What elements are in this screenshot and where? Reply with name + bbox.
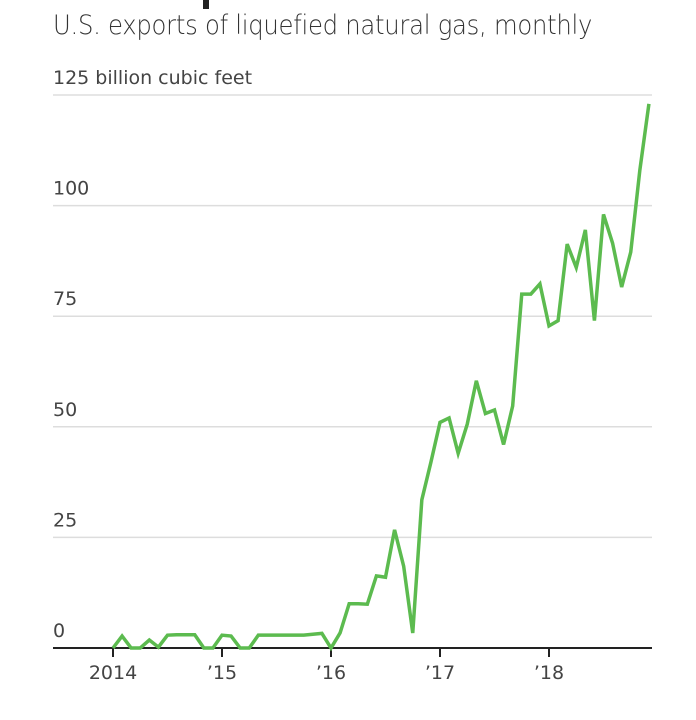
title-fragment bbox=[203, 0, 209, 9]
x-tick-label: ’17 bbox=[425, 662, 455, 684]
y-tick-label: 100 bbox=[53, 178, 89, 200]
y-tick-label: 25 bbox=[53, 509, 77, 531]
y-tick-label: 0 bbox=[53, 620, 65, 642]
x-tick-label: ’18 bbox=[534, 662, 564, 684]
chart-subtitle: U.S. exports of liquefied natural gas, m… bbox=[53, 10, 593, 41]
y-tick-label: 50 bbox=[53, 399, 77, 421]
y-tick-label: 125 billion cubic feet bbox=[53, 67, 252, 89]
y-tick-label: 75 bbox=[53, 288, 77, 310]
x-tick-label: 2014 bbox=[89, 662, 137, 684]
x-tick-label: ’15 bbox=[207, 662, 237, 684]
x-tick-label: ’16 bbox=[316, 662, 346, 684]
series-line bbox=[111, 103, 651, 652]
